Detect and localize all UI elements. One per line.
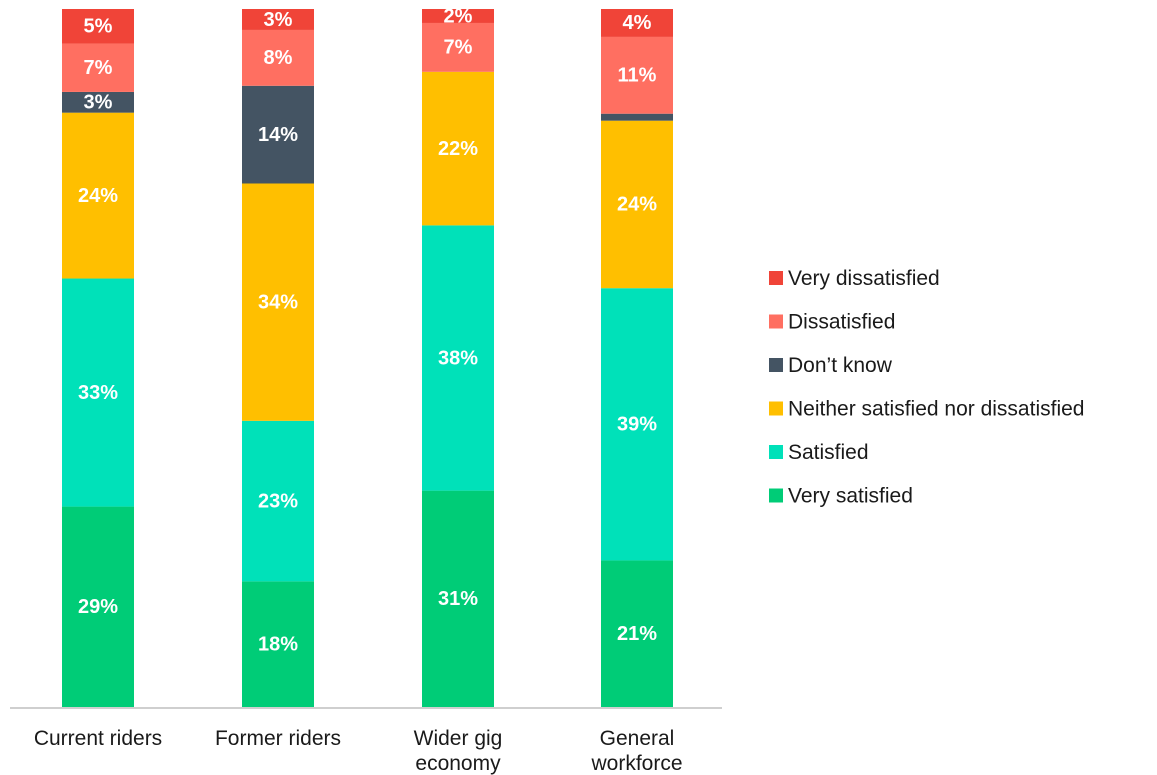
legend-item-neither-satisfied-nor-dissatisfied: Neither satisfied nor dissatisfied	[769, 398, 1084, 421]
data-label: 5%	[84, 16, 113, 38]
bar-segment-dont-know	[62, 91, 134, 113]
data-label: 18%	[258, 633, 298, 655]
data-label: 31%	[438, 588, 478, 610]
legend-label: Very satisfied	[788, 485, 913, 508]
bar-segment-dissatisfied	[62, 43, 134, 92]
data-label: 29%	[78, 596, 118, 618]
data-label: 8%	[264, 47, 293, 69]
legend-swatch	[769, 488, 783, 503]
bar-segment-satisfied	[601, 288, 673, 561]
data-label: 24%	[617, 194, 657, 216]
legend-label: Very dissatisfied	[788, 267, 940, 290]
bar-segment-satisfied	[242, 420, 314, 582]
data-label: 34%	[258, 291, 298, 313]
bar-segment-very-satisfied	[242, 581, 314, 707]
legend-label: Satisfied	[788, 441, 869, 464]
bar-segment-satisfied	[62, 278, 134, 507]
bar-general-workforce: 21% 39% 24% 11% 4%	[601, 9, 673, 707]
bar-segment-neither-satisfied-nor-dissatisfied	[422, 71, 494, 226]
legend-swatch	[769, 401, 783, 416]
bar-segment-very-dissatisfied	[62, 9, 134, 44]
legend-item-very-dissatisfied: Very dissatisfied	[769, 267, 940, 290]
data-label: 39%	[617, 414, 657, 436]
data-label: 22%	[438, 138, 478, 160]
category-label: Current riders	[34, 727, 162, 750]
data-label: 11%	[618, 65, 657, 87]
bar-former-riders: 18% 23% 34% 14% 8% 3%	[242, 9, 314, 707]
data-label: 33%	[78, 382, 118, 404]
bar-segment-neither-satisfied-nor-dissatisfied	[62, 112, 134, 279]
bar-segment-dissatisfied	[601, 36, 673, 114]
legend-label: Don’t know	[788, 354, 893, 377]
data-label: 24%	[78, 185, 118, 207]
legend-swatch	[769, 271, 783, 285]
bar-current-riders: 29% 33% 24% 3% 7% 5%	[62, 9, 134, 707]
legend-item-dont-know: Don’t know	[769, 354, 893, 377]
category-label: workforce	[590, 752, 682, 775]
legend-item-dissatisfied: Dissatisfied	[769, 311, 895, 334]
data-label: 38%	[438, 347, 478, 369]
legend-label: Dissatisfied	[788, 311, 895, 334]
bar-segment-very-satisfied	[601, 560, 673, 707]
data-label: 4%	[623, 12, 652, 34]
legend-label: Neither satisfied nor dissatisfied	[788, 398, 1084, 421]
bar-segment-dont-know	[601, 113, 673, 121]
bar-segment-neither-satisfied-nor-dissatisfied	[242, 183, 314, 421]
bar-segment-neither-satisfied-nor-dissatisfied	[601, 120, 673, 289]
data-label: 14%	[258, 124, 298, 146]
legend-swatch	[769, 314, 783, 329]
bar-segment-dissatisfied	[422, 22, 494, 72]
bar-wider-gig-economy: 31% 38% 22% 7% 2%	[422, 5, 494, 707]
category-label: Former riders	[215, 727, 341, 750]
bar-segment-very-satisfied	[422, 490, 494, 707]
data-label: 2%	[444, 5, 473, 27]
category-label: General	[600, 727, 675, 750]
data-label: 21%	[617, 623, 657, 645]
legend-swatch	[769, 445, 783, 459]
data-label: 23%	[258, 490, 298, 512]
bar-segment-very-satisfied	[62, 506, 134, 707]
data-label: 7%	[84, 57, 113, 79]
category-label: economy	[415, 752, 501, 775]
legend-swatch	[769, 358, 783, 372]
bar-segment-dissatisfied	[242, 29, 314, 86]
bar-segment-dont-know	[242, 85, 314, 184]
bar-segment-very-dissatisfied	[242, 9, 314, 30]
category-label: Wider gig	[414, 727, 503, 750]
data-label: 7%	[444, 37, 473, 59]
bar-segment-very-dissatisfied	[422, 9, 494, 23]
data-label: 3%	[264, 9, 293, 31]
bars-layer: 29% 33% 24% 3% 7% 5% 18% 23% 34% 14% 8% 3% 31% 38% 22%…	[62, 5, 673, 707]
category-labels: Current riders Former riders Wider gigecon…	[34, 727, 683, 775]
legend: Very dissatisfied Dissatisfied Don’t know N…	[769, 267, 1084, 508]
bar-segment-very-dissatisfied	[601, 9, 673, 37]
legend-item-very-satisfied: Very satisfied	[769, 485, 913, 508]
data-label: 3%	[84, 92, 113, 114]
bar-segment-satisfied	[422, 225, 494, 491]
legend-item-satisfied: Satisfied	[769, 441, 869, 464]
